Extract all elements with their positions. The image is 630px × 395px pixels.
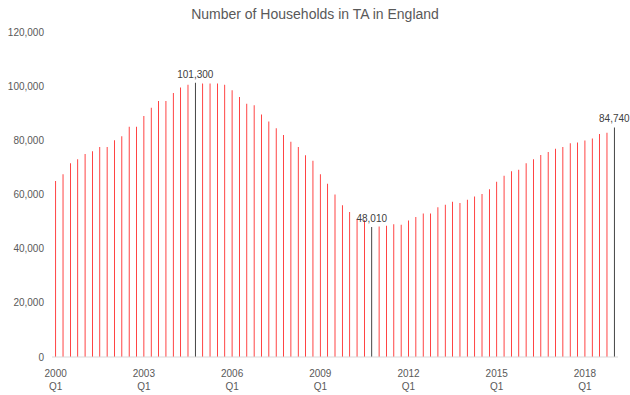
- svg-text:100,000: 100,000: [8, 81, 44, 92]
- svg-text:0: 0: [38, 352, 44, 363]
- svg-text:80,000: 80,000: [13, 135, 44, 146]
- svg-text:2009Q1: 2009Q1: [309, 368, 332, 392]
- svg-text:60,000: 60,000: [13, 189, 44, 200]
- html-text:Number of Households in TA in: Number of Households in TA in England: [191, 6, 439, 22]
- svg-text:40,000: 40,000: [13, 243, 44, 254]
- svg-text:48,010: 48,010: [356, 213, 387, 224]
- svg-text:2006Q1: 2006Q1: [221, 368, 244, 392]
- svg-text:2015Q1: 2015Q1: [486, 368, 509, 392]
- svg-text:2012Q1: 2012Q1: [397, 368, 420, 392]
- svg-text:120,000: 120,000: [8, 27, 44, 38]
- svg-text:2000Q1: 2000Q1: [45, 368, 68, 392]
- svg-text:101,300: 101,300: [177, 69, 214, 80]
- svg-text:2018Q1: 2018Q1: [574, 368, 597, 392]
- svg-text:84,740: 84,740: [599, 113, 622, 124]
- svg-text:2003Q1: 2003Q1: [133, 368, 156, 392]
- svg-text:20,000: 20,000: [13, 297, 44, 308]
